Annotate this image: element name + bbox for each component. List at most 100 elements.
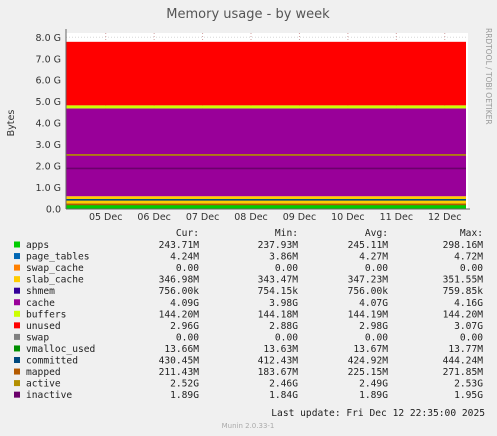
legend-header: Cur: (176, 228, 199, 239)
legend-value: 3.86M (269, 252, 298, 263)
legend-value: 2.88G (269, 321, 298, 332)
y-axis-label: Bytes (6, 110, 17, 137)
y-tick-labels: 0.0 1.0 G 2.0 G 3.0 G 4.0 G 5.0 G 6.0 G 7.0 G 8.… (36, 33, 62, 216)
stacked-areas (66, 41, 466, 209)
area-buffers (66, 105, 466, 109)
legend-swatch (14, 357, 20, 363)
y-tick-label: 5.0 G (36, 97, 62, 108)
legend-series-name: buffers (26, 309, 66, 320)
y-tick-label: 4.0 G (36, 119, 62, 130)
legend-value: 3.07G (454, 321, 483, 332)
area-unused (66, 41, 466, 106)
x-tick-label: 06 Dec (137, 212, 171, 223)
legend-swatch (14, 380, 20, 387)
legend-value: 346.98M (159, 275, 200, 286)
area-cache (66, 108, 466, 197)
legend-value: 0.00 (460, 332, 483, 343)
x-tick-label: 11 Dec (380, 212, 414, 223)
legend-series-name: vmalloc_used (26, 344, 95, 355)
legend-value: 13.66M (164, 344, 199, 355)
legend-value: 4.16G (454, 298, 483, 309)
legend-value: 13.63M (263, 344, 298, 355)
legend-value: 0.00 (275, 263, 298, 274)
legend-swatch (14, 322, 20, 329)
legend-value: 430.45M (159, 356, 200, 367)
legend-value: 144.19M (348, 309, 389, 320)
legend-value: 4.24M (170, 252, 199, 263)
legend-value: 0.00 (365, 263, 388, 274)
legend-value: 243.71M (159, 240, 200, 251)
legend-value: 2.96G (170, 321, 199, 332)
legend-series-name: slab_cache (26, 275, 84, 286)
x-tick-labels: 05 Dec 06 Dec 07 Dec 08 Dec 09 Dec 10 Dec 11 D… (89, 212, 462, 223)
legend-value: 0.00 (365, 332, 388, 343)
legend-value: 225.15M (348, 367, 389, 378)
legend-series-name: inactive (26, 390, 72, 401)
legend-series-name: unused (26, 321, 61, 332)
legend-value: 0.00 (176, 332, 199, 343)
legend-value: 2.52G (170, 379, 199, 390)
legend-series-name: swap (26, 332, 49, 343)
legend-value: 245.11M (348, 240, 389, 251)
legend-value: 4.27M (359, 252, 388, 263)
legend-series-name: active (26, 379, 61, 390)
series-lines (66, 154, 466, 206)
legend-swatch (14, 287, 20, 294)
legend-value: 298.16M (443, 240, 484, 251)
legend-value: 412.43M (258, 356, 299, 367)
legend-value: 4.07G (359, 298, 388, 309)
legend-series-name: swap_cache (26, 263, 84, 274)
legend-value: 754.15k (258, 286, 299, 297)
legend-value: 424.92M (348, 356, 389, 367)
legend-value: 13.77M (448, 344, 483, 355)
legend-table: Cur: Min: Avg: Max: apps 243.71M 237.93M 245.11… (14, 228, 483, 401)
legend-value: 2.98G (359, 321, 388, 332)
legend-series-name: mapped (26, 367, 61, 378)
legend-swatch (14, 345, 20, 352)
legend-value: 1.89G (359, 390, 388, 401)
legend-value: 444.24M (443, 356, 484, 367)
axes (65, 29, 470, 210)
x-tick-label: 12 Dec (428, 212, 462, 223)
legend-swatch (14, 253, 20, 260)
legend-value: 1.95G (454, 390, 483, 401)
last-update: Last update: Fri Dec 12 22:35:00 2025 (271, 408, 485, 419)
legend-value: 2.53G (454, 379, 483, 390)
legend-value: 756.00k (348, 286, 389, 297)
legend-value: 183.67M (258, 367, 299, 378)
legend-value: 756.00k (159, 286, 200, 297)
rrdtool-credit: RRDTOOL / TOBI OETIKER (484, 28, 493, 125)
legend-value: 0.00 (275, 332, 298, 343)
legend-value: 4.72M (454, 252, 483, 263)
y-tick-label: 7.0 G (36, 54, 62, 65)
legend-header: Min: (275, 228, 298, 239)
legend-value: 3.98G (269, 298, 298, 309)
legend-header: Avg: (365, 228, 388, 239)
x-tick-label: 08 Dec (234, 212, 268, 223)
legend-value: 1.84G (269, 390, 298, 401)
legend-value: 351.55M (443, 275, 484, 286)
legend-series-name: page_tables (26, 252, 90, 263)
legend-swatch (14, 299, 20, 306)
legend-value: 144.20M (159, 309, 200, 320)
y-tick-label: 2.0 G (36, 162, 62, 173)
legend-value: 2.46G (269, 379, 298, 390)
legend-value: 347.23M (348, 275, 389, 286)
legend-swatch (14, 391, 20, 398)
legend-series-name: apps (26, 240, 49, 251)
legend-value: 0.00 (176, 263, 199, 274)
legend-value: 759.85k (443, 286, 484, 297)
legend-swatch (14, 241, 20, 248)
x-tick-label: 05 Dec (89, 212, 123, 223)
chart-title: Memory usage - by week (166, 7, 330, 22)
x-tick-label: 09 Dec (283, 212, 317, 223)
legend-swatch (14, 276, 20, 283)
area-apps (66, 203, 466, 209)
munin-version: Munin 2.0.33-1 (222, 422, 275, 430)
legend-swatch (14, 310, 20, 317)
y-tick-label: 3.0 G (36, 140, 62, 151)
legend-swatch (14, 368, 20, 375)
legend-value: 0.00 (460, 263, 483, 274)
legend-swatch (14, 264, 20, 271)
